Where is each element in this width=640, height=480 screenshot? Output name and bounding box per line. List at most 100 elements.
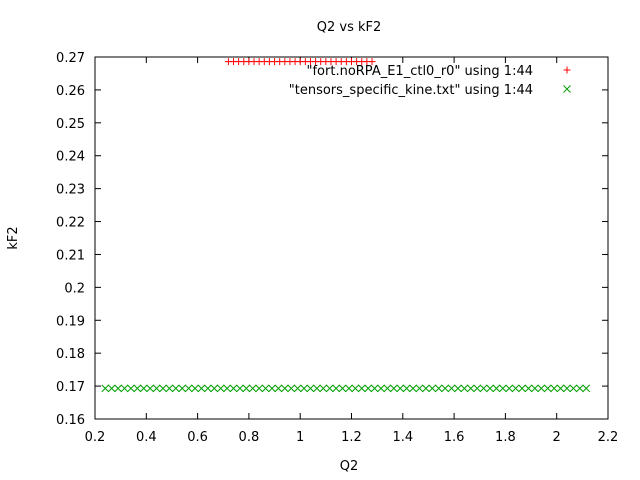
data-point [338,384,347,393]
y-tick-label: 0.27 [56,51,85,66]
data-point [460,384,469,393]
data-point [357,384,366,393]
data-point [287,384,296,393]
y-tick-label: 0.17 [56,380,85,395]
data-point [473,384,482,393]
data-point [313,384,321,393]
data-point [498,384,507,393]
data-point [511,384,520,393]
data-point [107,384,116,393]
data-point [518,384,526,393]
data-point [255,384,264,393]
data-point [306,384,315,393]
data-point [434,384,443,393]
data-point [204,384,212,393]
data-point [319,384,328,393]
series-2 [101,384,591,393]
data-point [441,384,449,393]
data-point [377,384,385,393]
data-point [236,384,244,393]
plot-area [101,58,591,393]
x-axis-label: Q2 [340,459,359,474]
x-tick-label: 1.6 [444,430,465,445]
data-point [524,384,533,393]
data-point [184,384,193,393]
data-point [274,384,283,393]
data-point [563,384,571,393]
plot-border [94,56,609,420]
data-point [537,384,546,393]
data-point [454,384,462,393]
y-tick-label: 0.22 [56,216,85,231]
data-point [268,384,276,393]
data-point [210,384,219,393]
data-point [492,384,501,393]
data-point [146,384,155,393]
data-point [447,384,456,393]
legend-marker [563,85,571,93]
x-tick-label: 0.6 [187,430,208,445]
data-point [171,384,180,393]
y-tick-label: 0.24 [56,150,85,165]
x-tick-label: 0.8 [239,430,260,445]
data-point [479,384,488,393]
data-point [415,384,424,393]
data-point [197,384,206,393]
data-point [191,384,199,393]
x-tick-label: 0.4 [136,430,157,445]
data-point [582,384,591,393]
data-point [165,384,174,393]
data-point [152,384,161,393]
data-point [569,384,578,393]
data-point [370,384,379,393]
data-point [223,384,231,393]
data-point [383,384,392,393]
data-point [428,384,437,393]
chart-title: Q2 vs kF2 [317,20,382,35]
data-point [159,384,167,393]
data-point [139,384,148,393]
data-point [364,384,373,393]
y-tick-label: 0.26 [56,84,85,99]
y-tick-label: 0.21 [56,248,85,263]
data-point [280,384,289,393]
data-point [556,384,565,393]
data-point [127,384,135,393]
data-point [543,384,552,393]
data-point [409,384,417,393]
data-point [293,384,302,393]
series-1 [224,58,376,66]
data-point [101,384,110,393]
data-point [345,384,353,393]
data-point [422,384,430,393]
y-tick-label: 0.18 [56,347,85,362]
legend-label: "fort.noRPA_E1_ctl0_r0" using 1:44 [307,64,534,79]
x-tick-label: 1.4 [392,430,413,445]
data-point [229,384,238,393]
data-point [325,384,334,393]
data-point [261,384,270,393]
x-tick-label: 1 [296,430,304,445]
y-tick-label: 0.19 [56,314,85,329]
y-tick-label: 0.2 [64,281,85,296]
y-tick-label: 0.16 [56,413,85,428]
data-point [120,384,129,393]
data-point [216,384,225,393]
data-point [550,384,558,393]
data-point [114,384,122,393]
x-tick-label: 0.2 [85,430,106,445]
data-point [133,384,142,393]
legend-label: "tensors_specific_kine.txt" using 1:44 [289,83,533,98]
data-point [389,384,398,393]
x-tick-label: 2.2 [598,430,619,445]
y-axis-label: kF2 [6,226,21,249]
data-point [531,384,539,393]
data-point [300,384,308,393]
legend: "fort.noRPA_E1_ctl0_r0" using 1:44 "tenso… [289,64,571,98]
x-tick-label: 1.2 [341,430,362,445]
data-point [248,384,257,393]
x-tick-label: 2 [553,430,561,445]
data-point [466,384,475,393]
data-point [505,384,514,393]
